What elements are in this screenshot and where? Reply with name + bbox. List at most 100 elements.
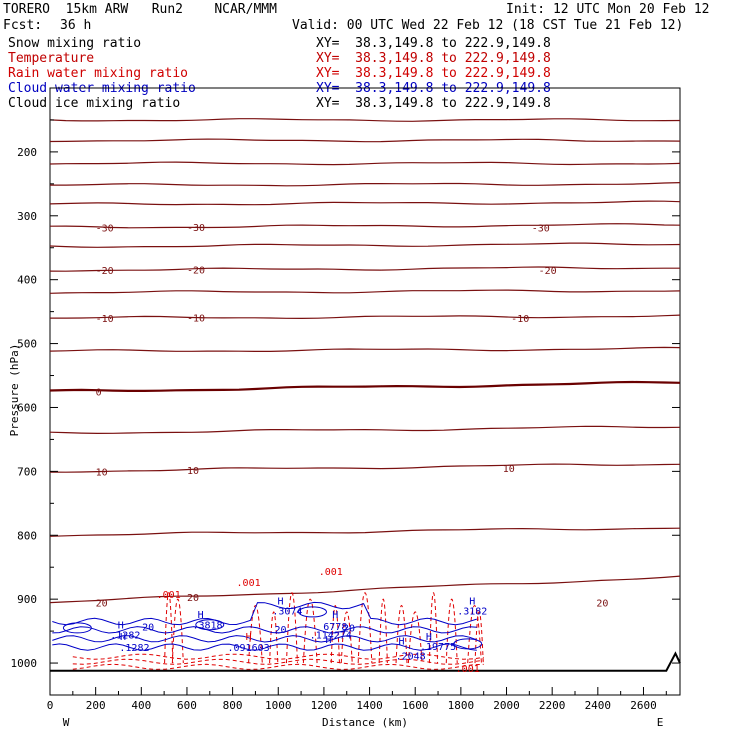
y-tick-label-300: 300 — [17, 210, 37, 223]
high-marker-4: H — [399, 637, 405, 648]
isotherm-label2-5: -30 — [187, 223, 205, 234]
rain-contour-15 — [474, 611, 484, 664]
high-marker-6: H — [469, 596, 475, 607]
rain-band-1 — [72, 658, 484, 665]
annotation-5: .001 — [157, 590, 181, 601]
isotherm-14 — [49, 527, 681, 537]
x-tick-label-1800: 1800 — [448, 699, 475, 712]
cloud-contour-0 — [52, 601, 477, 626]
init-time: Init: 12 UTC Mon 20 Feb 12 — [506, 2, 710, 17]
rain-contour-3 — [269, 611, 279, 664]
rain-contour-14 — [467, 605, 482, 664]
forecast-hours: 36 h — [60, 18, 92, 33]
x-tick-label-2200: 2200 — [539, 699, 566, 712]
forecast-label: Fcst: — [3, 18, 43, 33]
annotation-1: -20 — [539, 266, 557, 277]
x-tick-label-200: 200 — [86, 699, 106, 712]
annotation-16: .3182 — [457, 607, 487, 618]
rain-contour-8 — [357, 592, 373, 664]
y-axis-label: Pressure (hPa) — [8, 344, 21, 437]
isotherm-13 — [49, 463, 681, 473]
y-tick-label-900: 900 — [17, 593, 37, 606]
x-tick-label-400: 400 — [131, 699, 151, 712]
high-marker-8: H — [120, 632, 126, 643]
annotation-3: 10 — [503, 464, 515, 475]
annotation-21: 20 — [142, 623, 154, 634]
isotherm-label-5: -30 — [96, 223, 114, 234]
y-tick-label-800: 800 — [17, 529, 37, 542]
cloud-cell-1 — [195, 619, 225, 631]
annotation-12: .091603 — [228, 643, 270, 654]
terrain-line — [50, 651, 681, 672]
high-marker-1: H — [198, 610, 204, 621]
isotherm-3 — [50, 182, 681, 187]
legend-temperature: Temperature — [8, 51, 95, 66]
rain-contour-7 — [340, 611, 353, 664]
isotherm-label2-15: 20 — [187, 593, 199, 604]
annotation-6: .001 — [237, 578, 261, 589]
legend-cloud-ice: Cloud ice mixing ratio — [8, 96, 181, 111]
isotherm-label-15: 20 — [96, 598, 108, 609]
rain-contour-0 — [164, 592, 174, 664]
annotation-14: .114274 — [310, 630, 352, 641]
x-tick-label-1000: 1000 — [265, 699, 292, 712]
high-marker-7: H — [246, 632, 252, 643]
isotherm-11 — [49, 380, 681, 392]
x-tick-label-2600: 2600 — [630, 699, 657, 712]
annotation-13: 6778 — [323, 622, 347, 633]
cloud-cell-3 — [453, 638, 483, 650]
y-tick-label-700: 700 — [17, 465, 37, 478]
isotherm-7 — [49, 266, 680, 272]
temperature-contours: -30 -30 -20 -20 -10 -10 0 10 10 20 20 — [49, 118, 681, 609]
annotation-17: .19775 — [420, 642, 456, 653]
legend-rain: Rain water mixing ratio — [8, 66, 189, 81]
isotherm-8 — [49, 289, 681, 294]
cloud-contours — [52, 601, 483, 651]
y-tick-label-200: 200 — [17, 146, 37, 159]
x-tick-label-2400: 2400 — [585, 699, 612, 712]
isotherm-15 — [49, 575, 681, 604]
annotation-10: .1282 — [110, 630, 140, 641]
cloud-contour-2 — [52, 635, 477, 643]
xy-rain: XY= 38.3,149.8 to 222.9,149.8 — [316, 66, 551, 81]
y-tick-label-400: 400 — [17, 274, 37, 287]
isotherm-12 — [49, 425, 681, 435]
high-marker-5: H — [426, 632, 432, 643]
rain-band-2 — [72, 663, 484, 670]
isotherm-label2-7: -20 — [187, 266, 205, 277]
rain-contour-4 — [285, 592, 298, 664]
isotherm-label-13: 10 — [96, 467, 108, 478]
high-marker-3: H — [332, 610, 338, 621]
x-axis-label: Distance (km) — [322, 716, 408, 729]
rain-contour-1 — [171, 598, 184, 664]
rain-contour-10 — [395, 605, 408, 664]
annotation-9: .3074 — [272, 607, 302, 618]
x-tick-label-800: 800 — [223, 699, 243, 712]
cloud-contour-3 — [52, 643, 477, 651]
high-marker-2: H — [278, 596, 284, 607]
annotation-11: .1282 — [119, 643, 149, 654]
isotherm-label-11: 0 — [96, 388, 102, 399]
x-tick-label-0: 0 — [47, 699, 54, 712]
y-tick-label-500: 500 — [17, 338, 37, 351]
isotherm-label-7: -20 — [96, 266, 114, 277]
annotation-19: 20 — [343, 623, 355, 634]
annotation-20: 20 — [275, 625, 287, 636]
rain-contour-2 — [248, 605, 263, 664]
isotherm-label-9: -10 — [96, 314, 114, 325]
y-tick-label-600: 600 — [17, 401, 37, 414]
isotherm-1 — [49, 138, 681, 143]
annotation-18: .001 — [456, 664, 480, 675]
cloud-cell-2 — [298, 606, 327, 618]
annotation-8: .3818 — [192, 621, 222, 632]
valid-time: Valid: 00 UTC Wed 22 Feb 12 (18 CST Tue … — [292, 18, 684, 33]
rain-contour-13 — [445, 598, 458, 664]
rain-band-0 — [72, 653, 484, 660]
west-label: W — [63, 716, 70, 729]
isotherm-2 — [49, 161, 681, 166]
isotherm-0 — [49, 118, 681, 122]
east-label: E — [657, 716, 664, 729]
isotherm-5 — [49, 223, 681, 229]
